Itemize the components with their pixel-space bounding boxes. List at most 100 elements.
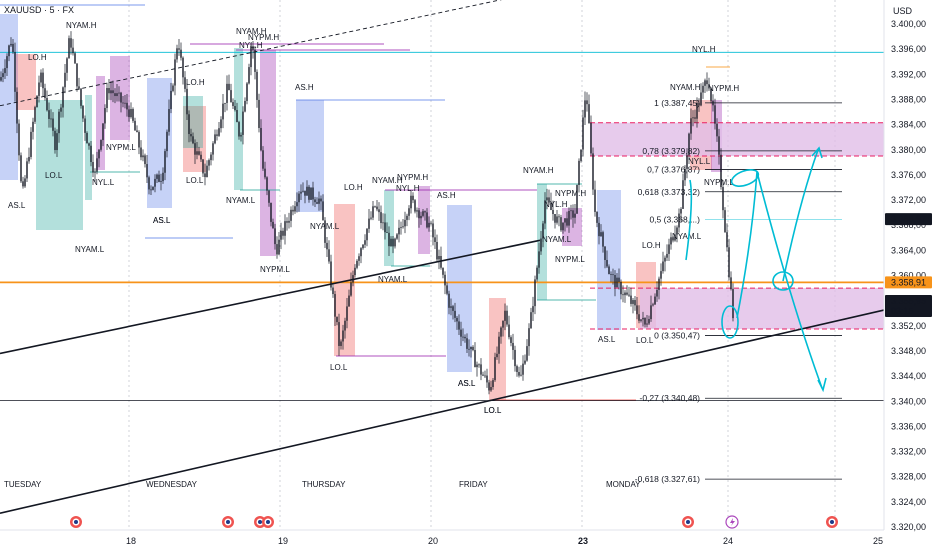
candle-body <box>352 275 354 283</box>
candle-body <box>624 292 626 296</box>
session-box <box>418 186 430 254</box>
candle-body <box>512 342 514 350</box>
candle-body <box>468 348 470 350</box>
candle-body <box>108 88 110 94</box>
candle-body <box>26 161 28 179</box>
candle-body <box>74 53 76 64</box>
grid: TUESDAY WEDNESDAY THURSDAY FRIDAY MONDAY <box>4 0 836 530</box>
candle-body <box>362 244 364 249</box>
candle-body <box>666 253 668 258</box>
flag-icon <box>262 516 274 528</box>
session-label: NYPM.H <box>397 173 428 182</box>
candle-body <box>38 82 40 96</box>
candle-body <box>210 154 212 161</box>
candle-body <box>640 319 642 321</box>
day-label: WEDNESDAY <box>146 480 198 489</box>
candle-body <box>118 92 120 94</box>
circle-marker <box>721 305 739 339</box>
candle-body <box>194 143 196 155</box>
candle-body <box>394 238 396 247</box>
candle-body <box>396 234 398 239</box>
candle-body <box>470 346 472 350</box>
candle-body <box>690 118 692 134</box>
x-tick-label: 20 <box>428 536 438 546</box>
y-tick-label: 3.348,00 <box>891 346 926 356</box>
candle-body <box>454 310 456 318</box>
candle-body <box>410 195 412 209</box>
candle-body <box>98 149 100 159</box>
candle-body <box>76 63 78 87</box>
session-box <box>183 96 203 148</box>
fib-level-label: 0,7 (3.376,87) <box>647 164 700 174</box>
candle-body <box>588 104 590 123</box>
time-axis[interactable] <box>0 530 884 550</box>
candle-body <box>252 46 254 50</box>
candle-body <box>480 364 482 375</box>
candle-body <box>232 102 234 107</box>
candle-body <box>4 68 6 74</box>
candle-body <box>682 180 684 209</box>
candle-body <box>504 310 506 321</box>
projection-arrow <box>685 179 693 261</box>
candle-body <box>464 336 466 339</box>
projection-arrow <box>756 171 823 389</box>
candle-body <box>260 127 262 151</box>
candle-body <box>380 212 382 224</box>
candle-body <box>42 72 44 89</box>
candle-body <box>620 281 622 295</box>
candle-body <box>10 43 12 46</box>
price-axis[interactable] <box>884 0 932 550</box>
candle-body <box>350 282 352 296</box>
session-label: LO.L <box>484 406 502 415</box>
candle-body <box>388 232 390 247</box>
flag-icon <box>222 516 234 528</box>
session-box <box>234 48 243 190</box>
candle-body <box>280 230 282 240</box>
candle-body <box>662 261 664 272</box>
candle-body <box>274 228 276 245</box>
session-label: LO.L <box>186 176 204 185</box>
candle-body <box>606 259 608 267</box>
candle-body <box>292 209 294 212</box>
session-label: NYAM.L <box>672 232 702 241</box>
candle-body <box>32 121 34 132</box>
y-tick-label: 3.396,00 <box>891 44 926 54</box>
session-label: NYL.H <box>396 184 420 193</box>
candle-body <box>434 237 436 242</box>
arrow-head <box>817 377 827 393</box>
candle-body <box>670 237 672 245</box>
session-label: LO.H <box>186 78 205 87</box>
candle-body <box>726 232 728 248</box>
session-box <box>96 76 105 170</box>
candle-body <box>64 72 66 88</box>
candle-body <box>694 117 696 119</box>
candle-body <box>418 210 420 219</box>
session-box <box>537 184 547 300</box>
price-tag-countdown: 03:15 <box>891 306 914 316</box>
y-tick-label: 3.376,00 <box>891 170 926 180</box>
price-tag: 3.358,91 <box>885 276 932 289</box>
candle-body <box>164 151 166 173</box>
candle-body <box>48 110 50 119</box>
circle-marker <box>772 271 794 291</box>
candle-body <box>400 227 402 228</box>
candle-body <box>594 189 596 212</box>
candle-body <box>392 238 394 247</box>
candle-body <box>184 77 186 89</box>
candle-body <box>378 209 380 213</box>
candle-body <box>424 211 426 213</box>
candle-body <box>654 296 656 305</box>
candle-body <box>492 380 494 388</box>
session-label: NYAM.L <box>542 235 572 244</box>
candle-body <box>6 56 8 69</box>
candle-body <box>290 209 292 221</box>
candle-body <box>324 220 326 243</box>
candle-body <box>142 155 144 158</box>
candle-body <box>284 221 286 236</box>
candle-body <box>302 190 304 192</box>
candle-body <box>678 213 680 228</box>
candle-body <box>540 238 542 252</box>
session-label: NYPM.L <box>106 143 136 152</box>
